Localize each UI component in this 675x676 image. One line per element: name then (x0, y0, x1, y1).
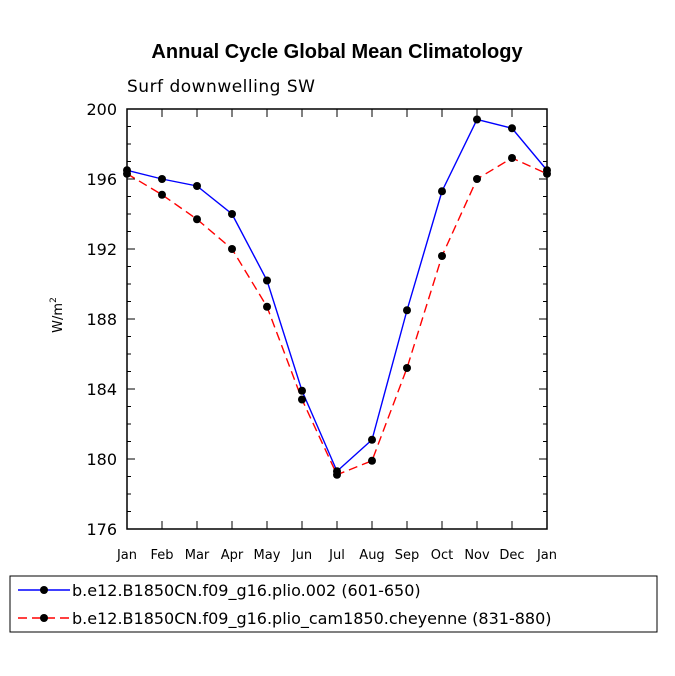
y-axis-label-superscript: 2 (49, 297, 59, 303)
legend-marker-2 (40, 614, 48, 622)
x-tick-label: Oct (431, 548, 453, 563)
y-tick-labels: 176 180 184 188 192 196 200 (86, 100, 117, 539)
chart-title: Annual Cycle Global Mean Climatology (151, 41, 523, 63)
data-point-series-2 (368, 456, 376, 465)
x-tick-label: Jun (291, 548, 312, 563)
x-tick-label: May (254, 548, 281, 563)
series-lines (126, 118, 548, 476)
y-axis-label: W/m2 (49, 297, 66, 333)
x-tick-label: Mar (185, 548, 210, 563)
data-point-series-1 (508, 124, 516, 133)
data-point-series-2 (228, 245, 236, 253)
data-point-series-2 (263, 302, 271, 311)
data-point-series-1 (228, 210, 236, 218)
x-tick-labels: Jan Feb Mar Apr May Jun Jul Aug Sep Oct Nov Dec Jan (116, 548, 557, 563)
legend-label-1: b.e12.B1850CN.f09_g16.plio.002 (601-650) (72, 581, 421, 601)
y-tick-label: 192 (86, 240, 117, 259)
data-point-series-1 (368, 435, 376, 444)
data-point-series-1 (438, 187, 446, 196)
legend: b.e12.B1850CN.f09_g16.plio.002 (601-650)… (9, 575, 658, 633)
y-axis-label-text: W/m (51, 303, 66, 333)
y-tick-label: 188 (86, 310, 117, 329)
y-tick-label: 196 (86, 170, 117, 189)
data-point-series-1 (158, 175, 166, 183)
x-tick-label: Sep (395, 548, 420, 563)
data-point-series-2 (158, 190, 166, 199)
data-point-series-2 (473, 175, 481, 183)
legend-marker-1 (40, 586, 48, 594)
x-tick-label: Jul (328, 548, 345, 563)
x-tick-label: Nov (464, 548, 490, 563)
data-point-series-1 (473, 115, 481, 124)
chart-subtitle: Surf downwelling SW (127, 77, 315, 97)
data-point-series-2 (508, 154, 516, 162)
y-tick-label: 180 (86, 450, 117, 469)
data-point-series-2 (298, 395, 306, 404)
data-point-series-2 (333, 470, 341, 479)
x-tick-label: Apr (221, 548, 244, 563)
x-tick-label: Jan (536, 548, 557, 563)
tick-marks (126, 108, 548, 530)
y-tick-label: 184 (86, 380, 117, 399)
y-tick-label: 176 (86, 520, 117, 539)
plot-frame (126, 108, 548, 530)
series-line-2 (126, 157, 548, 476)
x-tick-label: Aug (359, 548, 384, 563)
data-point-series-1 (403, 306, 411, 315)
series-line-1 (126, 118, 548, 473)
x-tick-label: Dec (499, 548, 524, 563)
data-point-series-2 (403, 364, 411, 372)
data-point-series-1 (298, 386, 306, 395)
svg-text:W/m2: W/m2 (49, 297, 66, 333)
y-tick-label: 200 (86, 100, 117, 119)
data-point-series-2 (438, 252, 446, 260)
legend-box (9, 575, 658, 633)
x-tick-label: Feb (150, 548, 173, 563)
data-points (123, 115, 551, 479)
x-tick-label: Jan (116, 548, 137, 563)
data-point-series-2 (193, 215, 201, 224)
legend-label-2: b.e12.B1850CN.f09_g16.plio_cam1850.cheye… (72, 609, 552, 629)
data-point-series-1 (263, 276, 271, 285)
data-point-series-1 (193, 182, 201, 190)
